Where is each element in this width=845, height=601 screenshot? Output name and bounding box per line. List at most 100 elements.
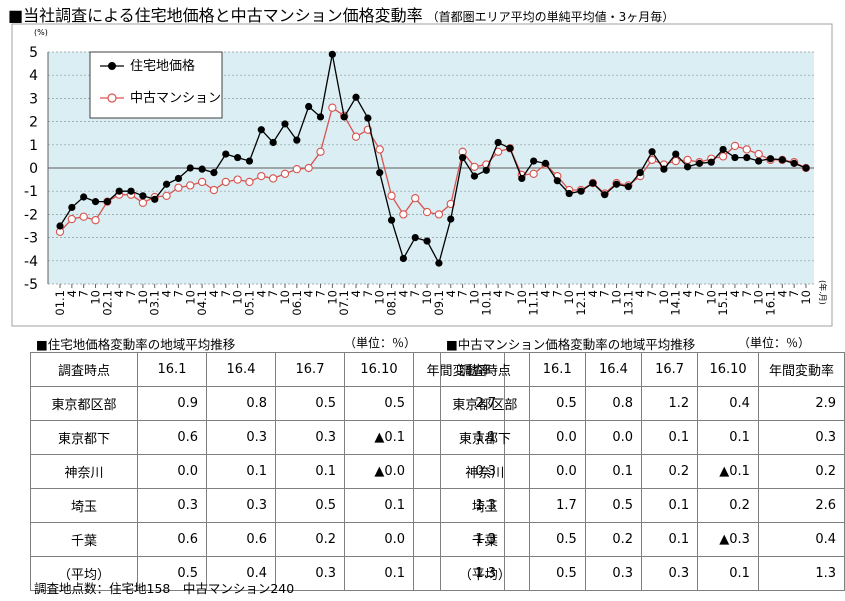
table-cell: 0.5	[584, 488, 643, 523]
data-point	[316, 147, 325, 156]
data-point	[245, 177, 254, 187]
column-header: 16.4	[206, 352, 276, 387]
row-label: 埼玉	[30, 488, 138, 523]
x-tick-label: 10	[136, 290, 150, 305]
data-point	[790, 159, 798, 167]
table-cell: 0.3	[275, 556, 345, 591]
data-point	[624, 182, 632, 191]
data-point	[518, 174, 526, 183]
table-cell: 0.1	[584, 454, 643, 489]
x-tick-label: 10	[373, 290, 387, 305]
table-cell: 2.6	[757, 488, 845, 523]
data-point	[387, 216, 396, 224]
x-tick-label: 13.1	[621, 290, 635, 316]
table-cell: 0.3	[137, 488, 207, 523]
data-point	[434, 210, 444, 219]
x-tick-label: 09.1	[432, 290, 446, 316]
data-point	[577, 187, 585, 195]
data-point	[257, 126, 265, 134]
data-point	[802, 164, 810, 172]
data-point	[281, 120, 289, 128]
row-label: 東京都区部	[440, 386, 530, 421]
table-cell: 0.1	[275, 454, 345, 489]
table-cell: 0.2	[697, 488, 759, 523]
x-tick-label: 4	[207, 290, 221, 297]
left-section-title: ■住宅地価格変動率の地域平均推移	[36, 337, 236, 352]
data-point	[778, 156, 786, 164]
data-point	[269, 138, 277, 147]
x-tick-label: 7	[314, 290, 328, 297]
y-tick-label: -1	[24, 184, 38, 200]
row-label: （平均）	[440, 556, 530, 591]
table-header-row: 調査時点 16.1 16.4 16.7 16.10 年間変動率	[440, 352, 845, 387]
data-point	[446, 199, 455, 209]
data-point	[68, 203, 76, 212]
land-price-table: 調査時点 16.1 16.4 16.7 16.10 年間変動率 東京都区部 0.9 0.8 0.5…	[30, 352, 505, 591]
x-tick-label: 10	[562, 290, 576, 305]
data-point	[612, 180, 621, 188]
data-point	[731, 153, 739, 162]
column-header: 16.1	[528, 352, 586, 387]
table-cell: 0.6	[137, 420, 207, 455]
data-point	[268, 174, 278, 183]
table-row: 神奈川 0.0 0.1 0.2 ▲0.1 0.2	[440, 454, 845, 489]
x-tick-label: 10	[704, 290, 718, 305]
column-header: 16.1	[137, 352, 207, 387]
data-point	[707, 158, 715, 166]
table-cell: 0.3	[206, 488, 276, 523]
data-point	[305, 102, 313, 111]
x-tick-label: 4	[349, 290, 363, 297]
x-tick-label: 4	[775, 290, 789, 297]
data-point	[754, 149, 763, 159]
y-tick-label: 5	[29, 45, 38, 61]
x-tick-label: 10	[231, 290, 245, 305]
table-row: 東京都下 0.0 0.0 0.1 0.1 0.3	[440, 420, 845, 455]
data-point	[91, 198, 100, 206]
x-tick-label: 4	[538, 290, 552, 297]
data-point	[589, 179, 597, 187]
table-row: 埼玉 1.7 0.5 0.1 0.2 2.6	[440, 488, 845, 523]
x-tick-label: 7	[503, 290, 517, 297]
table-cell: 0.1	[206, 454, 276, 489]
x-tick-label: 11.1	[527, 290, 541, 316]
right-section-title: ■中古マンション価格変動率の地域平均推移	[446, 337, 696, 352]
column-header: 16.10	[344, 352, 414, 387]
table-cell: 0.3	[275, 420, 345, 455]
data-point	[174, 174, 183, 183]
data-point	[351, 132, 361, 141]
table-cell: 0.4	[757, 522, 845, 557]
data-point	[636, 169, 644, 177]
table-cell: 0.1	[697, 420, 759, 455]
table-row: （平均） 0.5 0.3 0.3 0.1 1.3	[440, 556, 845, 591]
data-point	[56, 222, 64, 230]
row-label: （平均）	[30, 556, 138, 591]
table-cell: 0.2	[584, 522, 643, 557]
x-tick-label: 10	[420, 290, 434, 305]
table-cell: 0.3	[757, 420, 845, 455]
x-tick-label: 4	[254, 290, 268, 297]
data-point	[742, 145, 751, 154]
x-tick-label: 05.1	[242, 290, 256, 316]
x-tick-label: 12.1	[574, 290, 588, 316]
column-header: 調査時点	[440, 352, 530, 387]
data-point	[529, 169, 538, 178]
data-point	[766, 155, 775, 163]
data-point	[718, 152, 728, 161]
data-point	[648, 148, 656, 156]
legend: 住宅地価格 中古マンション	[89, 51, 223, 119]
data-point	[233, 175, 242, 184]
x-tick-label: 7	[787, 290, 801, 297]
data-point	[755, 157, 763, 165]
data-point	[80, 193, 88, 201]
x-tick-label: 10	[278, 290, 292, 305]
data-point	[174, 183, 183, 192]
row-label: 神奈川	[30, 454, 138, 489]
page-title: ■当社調査による住宅地価格と中古マンション価格変動率 （首都圏エリア平均の単純平均…	[8, 6, 675, 25]
table-cell: 0.3	[584, 556, 643, 591]
x-tick-label: 10.1	[479, 290, 493, 316]
data-point	[683, 163, 692, 171]
data-point	[647, 155, 657, 165]
x-tick-label: 4	[491, 290, 505, 297]
table-cell: 0.5	[528, 386, 586, 421]
data-point	[411, 234, 419, 242]
